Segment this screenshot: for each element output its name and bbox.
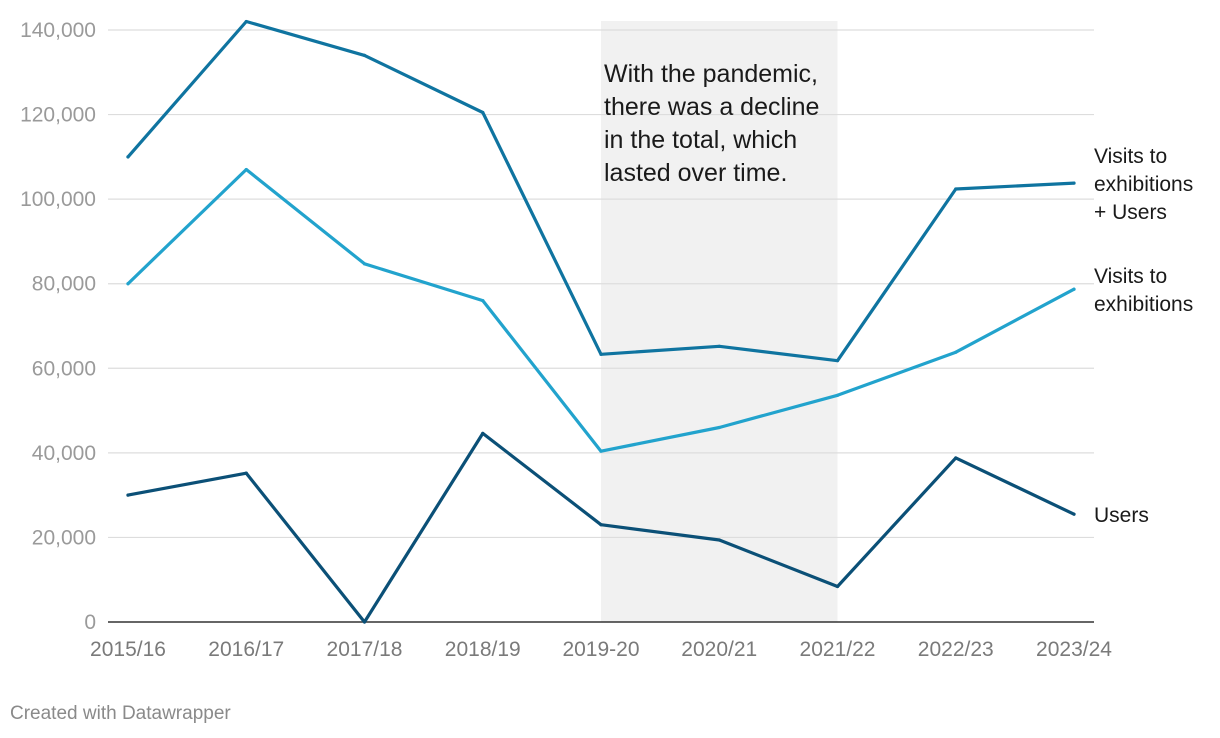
data-point-users bbox=[126, 493, 130, 497]
series-label-total: Visits to bbox=[1094, 145, 1167, 168]
data-point-total bbox=[599, 352, 603, 356]
data-point-users bbox=[954, 456, 958, 460]
line-chart: 0 20,000 40,000 60,000 80,000 100,000 120,000 1… bbox=[20, 19, 1193, 661]
x-tick-label: 2023/24 bbox=[1036, 638, 1112, 661]
x-tick-label: 2020/21 bbox=[681, 638, 757, 661]
x-axis: 2015/16 2016/17 2017/18 2018/19 2019-20 2020/… bbox=[90, 638, 1112, 661]
x-tick-label: 2018/19 bbox=[445, 638, 521, 661]
series-label-visits: Visits to bbox=[1094, 265, 1167, 288]
data-point-total bbox=[954, 187, 958, 191]
annotation-line: there was a decline bbox=[604, 93, 819, 121]
x-tick-label: 2017/18 bbox=[327, 638, 403, 661]
y-tick-label: 60,000 bbox=[32, 357, 96, 380]
data-point-visits bbox=[244, 167, 248, 172]
series-label-visits: exhibitions bbox=[1094, 293, 1193, 316]
y-tick-label: 120,000 bbox=[20, 104, 96, 127]
data-point-users bbox=[599, 523, 603, 527]
data-point-users bbox=[717, 538, 721, 542]
x-tick-label: 2019-20 bbox=[562, 638, 639, 661]
data-point-total bbox=[1072, 181, 1076, 185]
x-tick-label: 2022/23 bbox=[918, 638, 994, 661]
data-point-visits bbox=[599, 449, 603, 453]
data-point-users bbox=[1072, 512, 1076, 516]
y-tick-label: 100,000 bbox=[20, 188, 96, 211]
series-label-total: exhibitions bbox=[1094, 173, 1193, 196]
series-label-users: Users bbox=[1094, 504, 1149, 527]
data-point-visits bbox=[717, 425, 721, 430]
y-tick-label: 140,000 bbox=[20, 19, 96, 42]
data-point-visits bbox=[835, 393, 840, 397]
x-tick-label: 2016/17 bbox=[208, 638, 284, 661]
data-point-total bbox=[835, 359, 840, 363]
data-point-users bbox=[362, 620, 367, 624]
y-tick-label: 20,000 bbox=[32, 526, 96, 549]
data-point-visits bbox=[481, 299, 485, 303]
highlight-rect bbox=[601, 21, 838, 622]
y-axis: 0 20,000 40,000 60,000 80,000 100,000 120,000 1… bbox=[20, 19, 96, 634]
data-point-users bbox=[835, 584, 840, 589]
annotation-line: in the total, which bbox=[604, 126, 797, 154]
data-point-visits bbox=[362, 262, 367, 266]
annotation-line: lasted over time. bbox=[604, 159, 787, 187]
x-tick-label: 2021/22 bbox=[800, 638, 876, 661]
data-point-visits bbox=[1072, 287, 1076, 291]
annotation-line: With the pandemic, bbox=[604, 60, 818, 88]
data-point-total bbox=[481, 110, 485, 115]
pandemic-highlight-region bbox=[601, 21, 838, 622]
data-point-visits bbox=[954, 350, 958, 354]
data-point-users bbox=[481, 431, 485, 436]
series-labels: Visits to exhibitions + Users Visits to exhi… bbox=[1094, 145, 1193, 527]
data-point-total bbox=[717, 344, 721, 348]
data-point-users bbox=[244, 471, 248, 475]
data-point-total bbox=[126, 155, 130, 159]
y-tick-label: 40,000 bbox=[32, 442, 96, 465]
y-tick-label: 0 bbox=[84, 611, 96, 634]
series-label-total: + Users bbox=[1094, 201, 1167, 224]
x-tick-label: 2015/16 bbox=[90, 638, 166, 661]
annotation: With the pandemic, there was a decline in … bbox=[604, 60, 819, 187]
credit-text: Created with Datawrapper bbox=[10, 703, 231, 724]
y-tick-label: 80,000 bbox=[32, 273, 96, 296]
data-point-total bbox=[362, 53, 367, 57]
data-point-visits bbox=[126, 282, 130, 286]
data-point-total bbox=[244, 19, 248, 24]
series-lines bbox=[126, 19, 1076, 624]
